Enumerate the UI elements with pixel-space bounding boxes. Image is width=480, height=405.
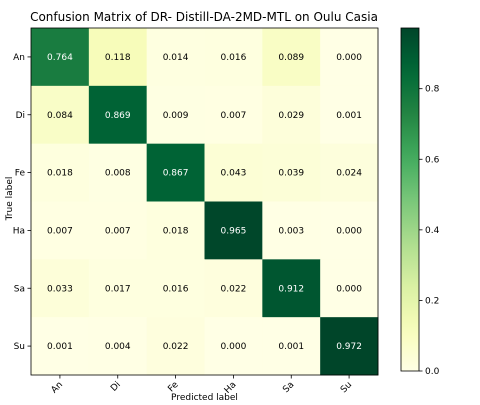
heatmap-cell: [204, 143, 263, 202]
cell-value-label: 0.084: [47, 111, 73, 121]
cell-value-label: 0.089: [278, 53, 304, 63]
heatmap-cell: [31, 143, 90, 202]
cell-value-label: 0.039: [278, 169, 304, 179]
heatmap-cell: [204, 259, 263, 318]
cell-value-label: 0.017: [105, 284, 131, 294]
heatmap-cell: [88, 259, 148, 318]
cell-value-label: 0.764: [47, 53, 73, 63]
colorbar-tick-label: 0.8: [425, 85, 440, 95]
colorbar-tick-label: 0.6: [425, 155, 440, 165]
cell-value-label: 0.024: [336, 169, 362, 179]
heatmap-cell: [146, 143, 205, 202]
heatmap-cell: [88, 317, 148, 376]
cell-value-label: 0.000: [336, 284, 362, 294]
heatmap-cell: [320, 143, 379, 202]
cell-value-label: 0.001: [47, 342, 73, 352]
colorbar-frame: [400, 27, 420, 372]
heatmap-cell: [146, 317, 205, 376]
heatmap-cell: [320, 317, 379, 376]
cell-value-label: 0.018: [47, 169, 73, 179]
cell-value-label: 0.022: [163, 342, 189, 352]
colorbar-tick-label: 0.2: [425, 296, 439, 306]
heatmap-cell: [88, 201, 148, 260]
y-tick-label: Fe: [15, 169, 26, 179]
heatmap-cell: [88, 85, 148, 145]
cell-value-label: 0.001: [336, 111, 362, 121]
heatmap-cell: [31, 259, 90, 318]
cell-value-label: 0.007: [47, 226, 73, 236]
cell-value-label: 0.001: [278, 342, 304, 352]
heatmap-cell: [146, 85, 205, 145]
heatmap-cell: [146, 28, 205, 87]
cell-value-label: 0.007: [105, 226, 131, 236]
heatmap-cell: [146, 259, 205, 318]
cell-value-label: 0.018: [163, 226, 189, 236]
heatmap-cell: [262, 28, 321, 87]
heatmap-cell: [320, 85, 379, 145]
heatmap-cell: [320, 28, 379, 87]
heatmap-cell: [88, 143, 148, 202]
cell-value-label: 0.869: [105, 111, 131, 121]
cell-value-label: 0.029: [278, 111, 304, 121]
cell-value-label: 0.004: [105, 342, 131, 352]
heatmap-cell: [204, 317, 263, 376]
heatmap-cell: [204, 28, 263, 87]
heatmap-cell: [88, 28, 148, 87]
heatmap-cell: [146, 201, 205, 260]
x-axis-title: Predicted label: [171, 393, 238, 403]
y-axis-title: True label: [5, 177, 15, 222]
cell-value-label: 0.016: [221, 53, 247, 63]
y-tick-label: An: [13, 53, 25, 63]
heatmap-cell: [31, 317, 90, 376]
chart-title: Confusion Matrix of DR- Distill-DA-2MD-M…: [30, 10, 378, 24]
colorbar: 0.0 0.2 0.4 0.6 0.8: [400, 27, 440, 377]
colorbar-tick-label: 0.4: [425, 226, 440, 236]
heatmap-cell: [31, 28, 90, 87]
y-tick-label: Ha: [13, 226, 25, 236]
heatmap-cell: [31, 85, 90, 145]
y-axis: An Di Fe Ha Sa Su: [13, 53, 31, 352]
plot-frame: [30, 27, 379, 376]
heatmap-cell: [31, 201, 90, 260]
cell-value-label: 0.912: [278, 284, 304, 294]
x-tick-label: Su: [339, 380, 354, 395]
cell-value-label: 0.003: [278, 226, 304, 236]
cell-value-label: 0.016: [163, 284, 189, 294]
y-tick-label: Su: [14, 342, 25, 352]
heatmap-cell: [320, 259, 379, 318]
y-tick-label: Di: [16, 111, 25, 121]
heatmap-cell: [262, 201, 321, 260]
cell-value-label: 0.972: [336, 342, 362, 352]
heatmap-cell: [262, 317, 321, 376]
colorbar-ticks: 0.0 0.2 0.4 0.6 0.8: [419, 85, 440, 377]
heatmap-value-labels: 0.764 0.118 0.014 0.016 0.089 0.000 0.084 0.869…: [47, 53, 362, 352]
cell-value-label: 0.867: [163, 169, 189, 179]
cell-value-label: 0.007: [221, 111, 247, 121]
x-tick-label: Di: [109, 380, 123, 394]
heatmap-cell: [262, 259, 321, 318]
cell-value-label: 0.008: [105, 169, 131, 179]
heatmap-cells: [31, 28, 379, 376]
y-tick-label: Sa: [14, 284, 25, 294]
heatmap-cell: [204, 85, 263, 145]
cell-value-label: 0.000: [221, 342, 247, 352]
heatmap-cell: [262, 85, 321, 145]
heatmap-cell: [262, 143, 321, 202]
x-tick-label: An: [50, 380, 65, 395]
colorbar-tick-label: 0.0: [425, 367, 440, 377]
cell-value-label: 0.043: [221, 169, 247, 179]
cell-value-label: 0.000: [336, 226, 362, 236]
cell-value-label: 0.033: [47, 284, 73, 294]
cell-value-label: 0.014: [163, 53, 189, 63]
colorbar-gradient: [401, 28, 419, 371]
cell-value-label: 0.965: [221, 226, 247, 236]
cell-value-label: 0.022: [221, 284, 247, 294]
x-tick-label: Sa: [281, 380, 296, 395]
cell-value-label: 0.118: [105, 53, 131, 63]
heatmap-cell: [320, 201, 379, 260]
cell-value-label: 0.000: [336, 53, 362, 63]
cell-value-label: 0.009: [163, 111, 189, 121]
heatmap-cell: [204, 201, 263, 260]
